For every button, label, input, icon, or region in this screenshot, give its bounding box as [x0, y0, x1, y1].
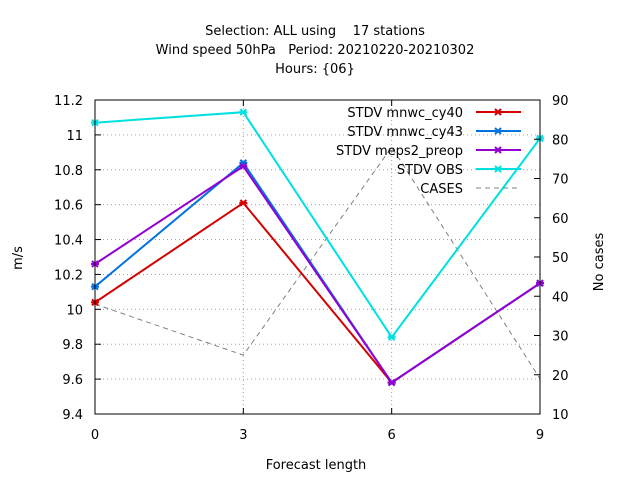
legend-label-stdv-mnwc-cy43: STDV mnwc_cy43 — [347, 125, 463, 140]
y-tick-label: 9.4 — [62, 408, 83, 423]
y-tick-label: 10 — [66, 303, 83, 318]
y2-tick-label: 60 — [552, 212, 569, 227]
series-stdv-mnwc-cy40 — [91, 199, 544, 387]
series-stdv-obs — [91, 108, 544, 341]
y2-tick-label: 80 — [552, 133, 569, 148]
y-tick-label: 10.6 — [54, 199, 83, 214]
axis-ticks: 9.49.69.81010.210.410.610.81111.21020304… — [54, 94, 569, 443]
chart-title-line-3: Hours: {06} — [275, 62, 355, 77]
data-point-stdv-meps2-preop — [239, 162, 248, 170]
y2-axis-label: No cases — [592, 233, 607, 292]
legend-marker-stdv-meps2-preop — [494, 146, 502, 154]
series-stdv-meps2-preop — [91, 162, 544, 387]
data-point-stdv-obs — [239, 108, 248, 116]
x-axis-label: Forecast length — [266, 458, 367, 473]
chart-title-line-2: Wind speed 50hPa Period: 20210220-202103… — [156, 43, 475, 58]
chart-title-line-1: Selection: ALL using 17 stations — [205, 24, 425, 39]
legend-label-stdv-mnwc-cy40: STDV mnwc_cy40 — [347, 106, 463, 121]
y2-tick-label: 40 — [552, 290, 569, 305]
y-tick-label: 9.6 — [62, 373, 83, 388]
y2-tick-label: 20 — [552, 369, 569, 384]
legend-label-stdv-obs: STDV OBS — [397, 163, 463, 178]
legend-marker-stdv-obs — [494, 165, 502, 173]
series-line-cases — [94, 146, 541, 379]
legend-marker-stdv-mnwc-cy43 — [494, 127, 502, 135]
grid — [95, 100, 540, 414]
series-layer — [91, 108, 544, 387]
legend-label-stdv-meps2-preop: STDV meps2_preop — [336, 144, 463, 159]
y-tick-label: 9.8 — [62, 338, 83, 353]
series-line-stdv-obs — [94, 111, 541, 339]
y-axis-label: m/s — [11, 246, 26, 270]
y2-tick-label: 70 — [552, 173, 569, 188]
x-tick-label: 6 — [388, 428, 396, 443]
legend: STDV mnwc_cy40 STDV mnwc_cy43 STDV meps2_p… — [336, 106, 521, 197]
y-tick-label: 11 — [66, 129, 83, 144]
x-tick-label: 0 — [91, 428, 99, 443]
y-tick-label: 10.2 — [54, 268, 83, 283]
legend-marker-stdv-mnwc-cy40 — [494, 108, 502, 116]
y2-tick-label: 10 — [552, 408, 569, 423]
data-point-stdv-mnwc-cy40 — [239, 199, 248, 207]
legend-label-cases: CASES — [420, 182, 463, 197]
y-tick-label: 10.8 — [54, 164, 83, 179]
data-point-stdv-meps2-preop — [387, 378, 396, 387]
y-tick-label: 10.4 — [54, 234, 83, 249]
data-point-stdv-obs — [387, 333, 396, 341]
y2-tick-label: 50 — [552, 251, 569, 266]
series-cases — [94, 146, 541, 379]
x-tick-label: 9 — [536, 428, 544, 443]
y2-tick-label: 30 — [552, 330, 569, 345]
chart-title: Selection: ALL using 17 stations Wind sp… — [156, 24, 475, 77]
y-tick-label: 11.2 — [54, 94, 83, 109]
y2-tick-label: 90 — [552, 94, 569, 109]
x-tick-label: 3 — [239, 428, 247, 443]
series-line-stdv-meps2-preop — [94, 164, 541, 384]
